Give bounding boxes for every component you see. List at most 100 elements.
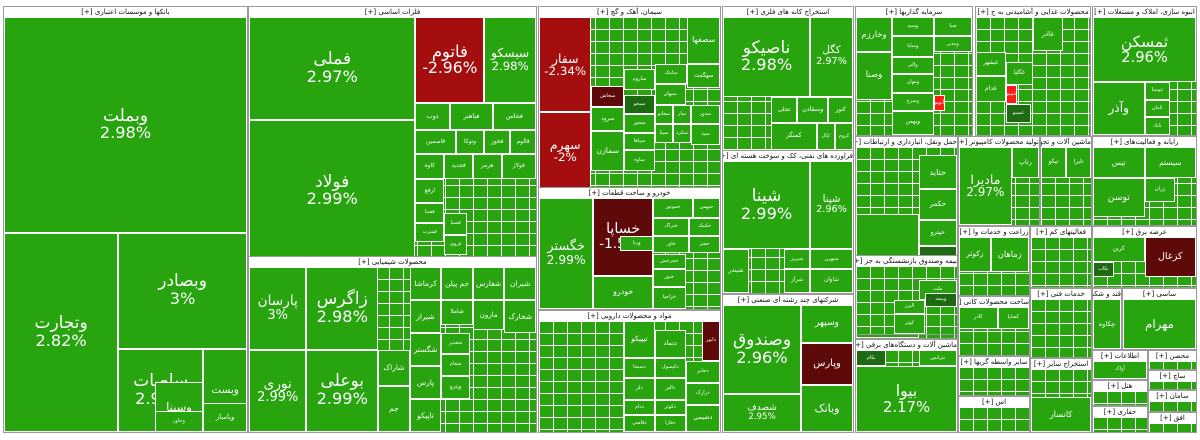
stock-tile[interactable]: البرز — [894, 300, 925, 314]
expand-toggle[interactable]: [+] — [81, 8, 95, 16]
stock-tile[interactable]: ددام — [624, 399, 655, 416]
expand-toggle[interactable]: [+] — [358, 258, 372, 266]
expand-toggle[interactable]: [+] — [856, 341, 864, 349]
expand-toggle[interactable]: [+] — [885, 8, 900, 16]
stock-tile[interactable]: ختراک — [653, 217, 690, 236]
stock-tile[interactable]: وسقادن — [797, 96, 829, 124]
stock-tile[interactable]: بیوا 2.17% — [856, 366, 957, 432]
stock-tile[interactable]: خچرخش — [653, 253, 686, 270]
stock-tile[interactable]: ویهمن — [891, 111, 934, 135]
stock-tile[interactable]: ختور — [653, 269, 686, 287]
sector-title[interactable]: استخراج سایر [+] — [1031, 359, 1091, 369]
stock-tile[interactable]: فولاژ — [501, 154, 536, 179]
stock-tile[interactable]: سید — [691, 124, 720, 145]
stock-tile[interactable]: خبهمن — [692, 198, 720, 218]
stock-tile[interactable]: شاوان — [810, 269, 853, 293]
stock-tile[interactable]: تیپیکو — [624, 321, 655, 358]
stock-tile[interactable]: شبهرن — [810, 249, 853, 270]
sector-title[interactable]: بانکها و موسسات اعتباری [+] — [4, 7, 247, 17]
sector-title[interactable]: زراعت و خدمات وا [+] — [959, 227, 1029, 237]
stock-tile[interactable]: دشیمی — [685, 405, 720, 432]
sector-title[interactable]: ساسی [+] — [1123, 289, 1196, 299]
expand-toggle[interactable]: [+] — [959, 138, 968, 146]
stock-tile[interactable]: دفارا — [654, 415, 686, 432]
sector-title[interactable]: فراورده های نفتی، کک و سوخت هسته ای [+] — [723, 151, 853, 161]
stock-tile[interactable]: وبملت 2.98% — [4, 17, 247, 233]
stock-tile[interactable]: خودرو — [593, 275, 654, 309]
sector-title[interactable]: سایر واسطه گریها [+] — [959, 357, 1029, 367]
stock-tile[interactable]: درازک — [685, 383, 720, 406]
stock-tile[interactable]: شیراز — [409, 300, 442, 333]
stock-tile[interactable]: غدام — [976, 76, 1006, 102]
stock-tile[interactable]: سمازن — [591, 131, 625, 171]
stock-tile[interactable]: سفانو — [654, 105, 673, 125]
stock-tile[interactable]: بکاب — [1093, 262, 1114, 277]
stock-tile[interactable]: دالبر — [654, 377, 686, 400]
stock-tile[interactable]: وپارس — [801, 343, 853, 385]
stock-tile[interactable]: کمنگز — [771, 123, 817, 150]
stock-tile[interactable]: سیستم — [1144, 147, 1196, 179]
stock-tile[interactable]: دلر — [624, 377, 655, 400]
expand-toggle[interactable]: [+] — [856, 138, 862, 146]
stock-tile[interactable]: سفار -2.34% — [539, 17, 592, 113]
sector-title[interactable]: سرمایه گذاریها [+] — [856, 7, 972, 17]
stock-tile[interactable]: خفنر — [689, 235, 720, 254]
stock-tile[interactable]: وآذر — [1093, 81, 1145, 135]
stock-tile[interactable]: فاتوم -2.96% — [415, 17, 485, 103]
stock-tile[interactable]: شراز — [784, 269, 811, 293]
stock-tile[interactable]: تجلی — [771, 96, 798, 124]
stock-tile[interactable]: تایرا — [1066, 147, 1091, 179]
expand-toggle[interactable]: [+] — [1103, 408, 1118, 416]
stock-tile[interactable]: وبیمه — [924, 293, 957, 307]
stock-tile[interactable]: تاپیکو — [409, 399, 442, 432]
sector-title[interactable]: ساچ [+] — [1149, 371, 1196, 381]
stock-tile[interactable]: کوثر — [894, 313, 925, 334]
stock-tile[interactable]: کنور — [828, 96, 853, 124]
stock-tile[interactable]: کساپا — [997, 307, 1029, 329]
stock-tile[interactable]: صبا — [933, 17, 972, 36]
stock-tile[interactable]: وسپه — [891, 17, 934, 36]
expand-toggle[interactable]: [+] — [587, 312, 601, 320]
expand-toggle[interactable]: [+] — [746, 8, 761, 16]
sector-title[interactable]: رایانه و فعالیت‌های [+] — [1093, 137, 1196, 147]
stock-tile[interactable]: سهگمت — [687, 63, 720, 88]
stock-tile[interactable]: کگل 2.97% — [810, 17, 853, 97]
stock-tile[interactable]: خاور — [653, 235, 690, 254]
stock-tile[interactable]: دابور — [701, 321, 720, 361]
sector-title[interactable]: افق [+] — [1149, 413, 1196, 423]
expand-toggle[interactable]: [+] — [1107, 382, 1122, 390]
stock-tile[interactable]: فجدید — [444, 154, 473, 179]
sector-title[interactable]: حفاری [+] — [1093, 407, 1147, 417]
stock-tile[interactable]: دسبحا — [624, 357, 655, 378]
stock-tile[interactable]: حتاید — [918, 154, 957, 189]
stock-tile[interactable]: ایال — [816, 123, 835, 150]
expand-toggle[interactable]: [+] — [1036, 228, 1050, 236]
stock-tile[interactable]: هرمز — [472, 154, 502, 179]
stock-tile[interactable]: فخاس — [492, 102, 536, 130]
sector-title[interactable]: قند و شکر [+] — [1093, 289, 1121, 299]
stock-tile[interactable]: غبشهر — [976, 52, 1006, 76]
stock-tile[interactable]: ذوب — [415, 102, 450, 130]
stock-tile[interactable]: جم — [378, 385, 410, 432]
stock-tile[interactable]: دجابر — [685, 360, 720, 384]
stock-tile[interactable]: بترانس — [918, 350, 957, 367]
sector-title[interactable]: سامان [+] — [1149, 391, 1196, 401]
stock-tile[interactable]: خگستر 2.99% — [539, 198, 594, 309]
sector-title[interactable]: مواد و محصولات دارویی [+] — [539, 311, 720, 321]
sector-title[interactable]: خدمات فنی [+] — [1031, 289, 1091, 299]
stock-tile[interactable]: فسبا — [444, 213, 468, 236]
stock-tile[interactable]: شغدیر — [441, 333, 470, 355]
stock-tile[interactable]: وخاور — [154, 411, 204, 432]
stock-tile[interactable]: ورنا — [620, 235, 654, 252]
stock-tile[interactable]: دتماد — [654, 329, 686, 358]
stock-tile[interactable]: شبندر — [723, 249, 749, 293]
stock-tile[interactable]: شبریز — [784, 249, 811, 270]
stock-tile[interactable]: غپینو — [1005, 85, 1018, 105]
expand-toggle[interactable]: [+] — [1156, 392, 1170, 400]
stock-tile[interactable]: فصبا — [415, 203, 445, 223]
expand-toggle[interactable]: [+] — [723, 152, 729, 160]
stock-tile[interactable]: سپاها — [624, 132, 655, 151]
stock-tile[interactable]: وصنا — [856, 52, 892, 100]
stock-tile[interactable]: وسرح — [891, 92, 934, 112]
sector-title[interactable]: تولید محصولات کامپیوتر [+] — [959, 137, 1039, 147]
